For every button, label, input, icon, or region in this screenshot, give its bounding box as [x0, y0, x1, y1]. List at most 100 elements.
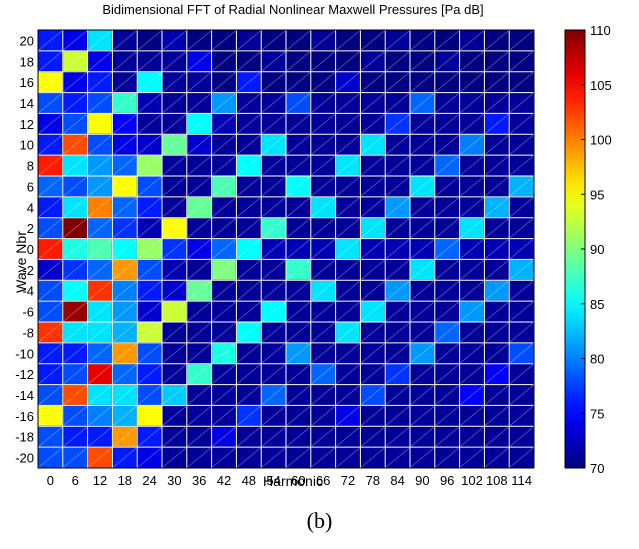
cell-diagonal	[237, 239, 261, 259]
cell-diagonal	[88, 134, 112, 155]
cell-diagonal	[460, 176, 484, 197]
cell-diagonal	[509, 134, 534, 155]
cell-diagonal	[385, 426, 410, 447]
cell-diagonal	[261, 239, 286, 259]
cell-diagonal	[385, 72, 410, 92]
cell-diagonal	[435, 447, 459, 468]
cell-diagonal	[137, 301, 162, 322]
cell-diagonal	[336, 239, 360, 259]
cell-diagonal	[212, 176, 236, 197]
cell-diagonal	[361, 406, 385, 426]
cell-diagonal	[509, 280, 534, 301]
colorbar-tick-label: 95	[590, 187, 604, 202]
cell-diagonal	[38, 447, 63, 468]
cell-diagonal	[286, 72, 311, 92]
cell-diagonal	[261, 426, 286, 447]
cell-diagonal	[162, 176, 187, 197]
cell-diagonal	[261, 134, 286, 155]
cell-diagonal	[509, 426, 534, 447]
cell-diagonal	[63, 155, 87, 176]
cell-diagonal	[286, 93, 311, 113]
cell-diagonal	[311, 280, 335, 301]
cell-diagonal	[460, 260, 484, 280]
cell-diagonal	[286, 260, 311, 280]
cell-diagonal	[237, 385, 261, 405]
cell-diagonal	[286, 301, 311, 322]
x-tick-label: 96	[440, 473, 454, 488]
cell-diagonal	[410, 93, 435, 113]
cell-diagonal	[137, 72, 162, 92]
cell-diagonal	[336, 447, 360, 468]
cell-diagonal	[113, 364, 137, 384]
cell-diagonal	[311, 406, 335, 426]
cell-diagonal	[187, 30, 211, 51]
y-tick-label: 2	[27, 221, 34, 236]
cell-diagonal	[187, 280, 211, 301]
cell-diagonal	[137, 114, 162, 134]
cell-diagonal	[286, 426, 311, 447]
cell-diagonal	[63, 406, 87, 426]
cell-diagonal	[237, 51, 261, 72]
cell-diagonal	[237, 426, 261, 447]
cell-diagonal	[361, 51, 385, 72]
cell-diagonal	[162, 301, 187, 322]
cell-diagonal	[361, 218, 385, 238]
cell-diagonal	[38, 301, 63, 322]
cell-diagonal	[286, 114, 311, 134]
cell-diagonal	[187, 155, 211, 176]
x-tick-label: 90	[415, 473, 429, 488]
cell-diagonal	[137, 51, 162, 72]
y-tick-label: -4	[22, 284, 34, 299]
cell-diagonal	[63, 301, 87, 322]
cell-diagonal	[485, 30, 509, 51]
cell-diagonal	[410, 239, 435, 259]
cell-diagonal	[63, 114, 87, 134]
cell-diagonal	[212, 114, 236, 134]
cell-diagonal	[385, 260, 410, 280]
cell-diagonal	[361, 280, 385, 301]
cell-diagonal	[237, 72, 261, 92]
cell-diagonal	[212, 30, 236, 51]
cell-diagonal	[261, 301, 286, 322]
cell-diagonal	[187, 93, 211, 113]
cell-diagonal	[485, 301, 509, 322]
cell-diagonal	[212, 51, 236, 72]
cell-diagonal	[485, 114, 509, 134]
cell-diagonal	[460, 51, 484, 72]
cell-diagonal	[410, 197, 435, 218]
cell-diagonal	[237, 406, 261, 426]
cell-diagonal	[261, 447, 286, 468]
cell-diagonal	[336, 93, 360, 113]
cell-diagonal	[311, 322, 335, 343]
cell-diagonal	[311, 51, 335, 72]
cell-diagonal	[311, 447, 335, 468]
cell-diagonal	[385, 364, 410, 384]
cell-diagonal	[38, 155, 63, 176]
cell-diagonal	[187, 51, 211, 72]
cell-diagonal	[286, 155, 311, 176]
cell-diagonal	[485, 322, 509, 343]
y-tick-label: 16	[20, 75, 34, 90]
cell-diagonal	[38, 197, 63, 218]
cell-diagonal	[485, 93, 509, 113]
cell-diagonal	[113, 72, 137, 92]
x-tick-label: 114	[511, 473, 532, 488]
cell-diagonal	[63, 447, 87, 468]
cell-diagonal	[113, 385, 137, 405]
cell-diagonal	[361, 260, 385, 280]
cell-diagonal	[113, 197, 137, 218]
cell-diagonal	[38, 343, 63, 364]
x-tick-label: 6	[72, 473, 79, 488]
cell-diagonal	[361, 155, 385, 176]
cell-diagonal	[187, 197, 211, 218]
cell-diagonal	[162, 426, 187, 447]
cell-diagonal	[435, 239, 459, 259]
cell-diagonal	[385, 114, 410, 134]
cell-diagonal	[435, 280, 459, 301]
cell-diagonal	[137, 239, 162, 259]
cell-diagonal	[410, 155, 435, 176]
cell-diagonal	[361, 114, 385, 134]
cell-diagonal	[38, 280, 63, 301]
cell-diagonal	[286, 385, 311, 405]
cell-diagonal	[485, 197, 509, 218]
